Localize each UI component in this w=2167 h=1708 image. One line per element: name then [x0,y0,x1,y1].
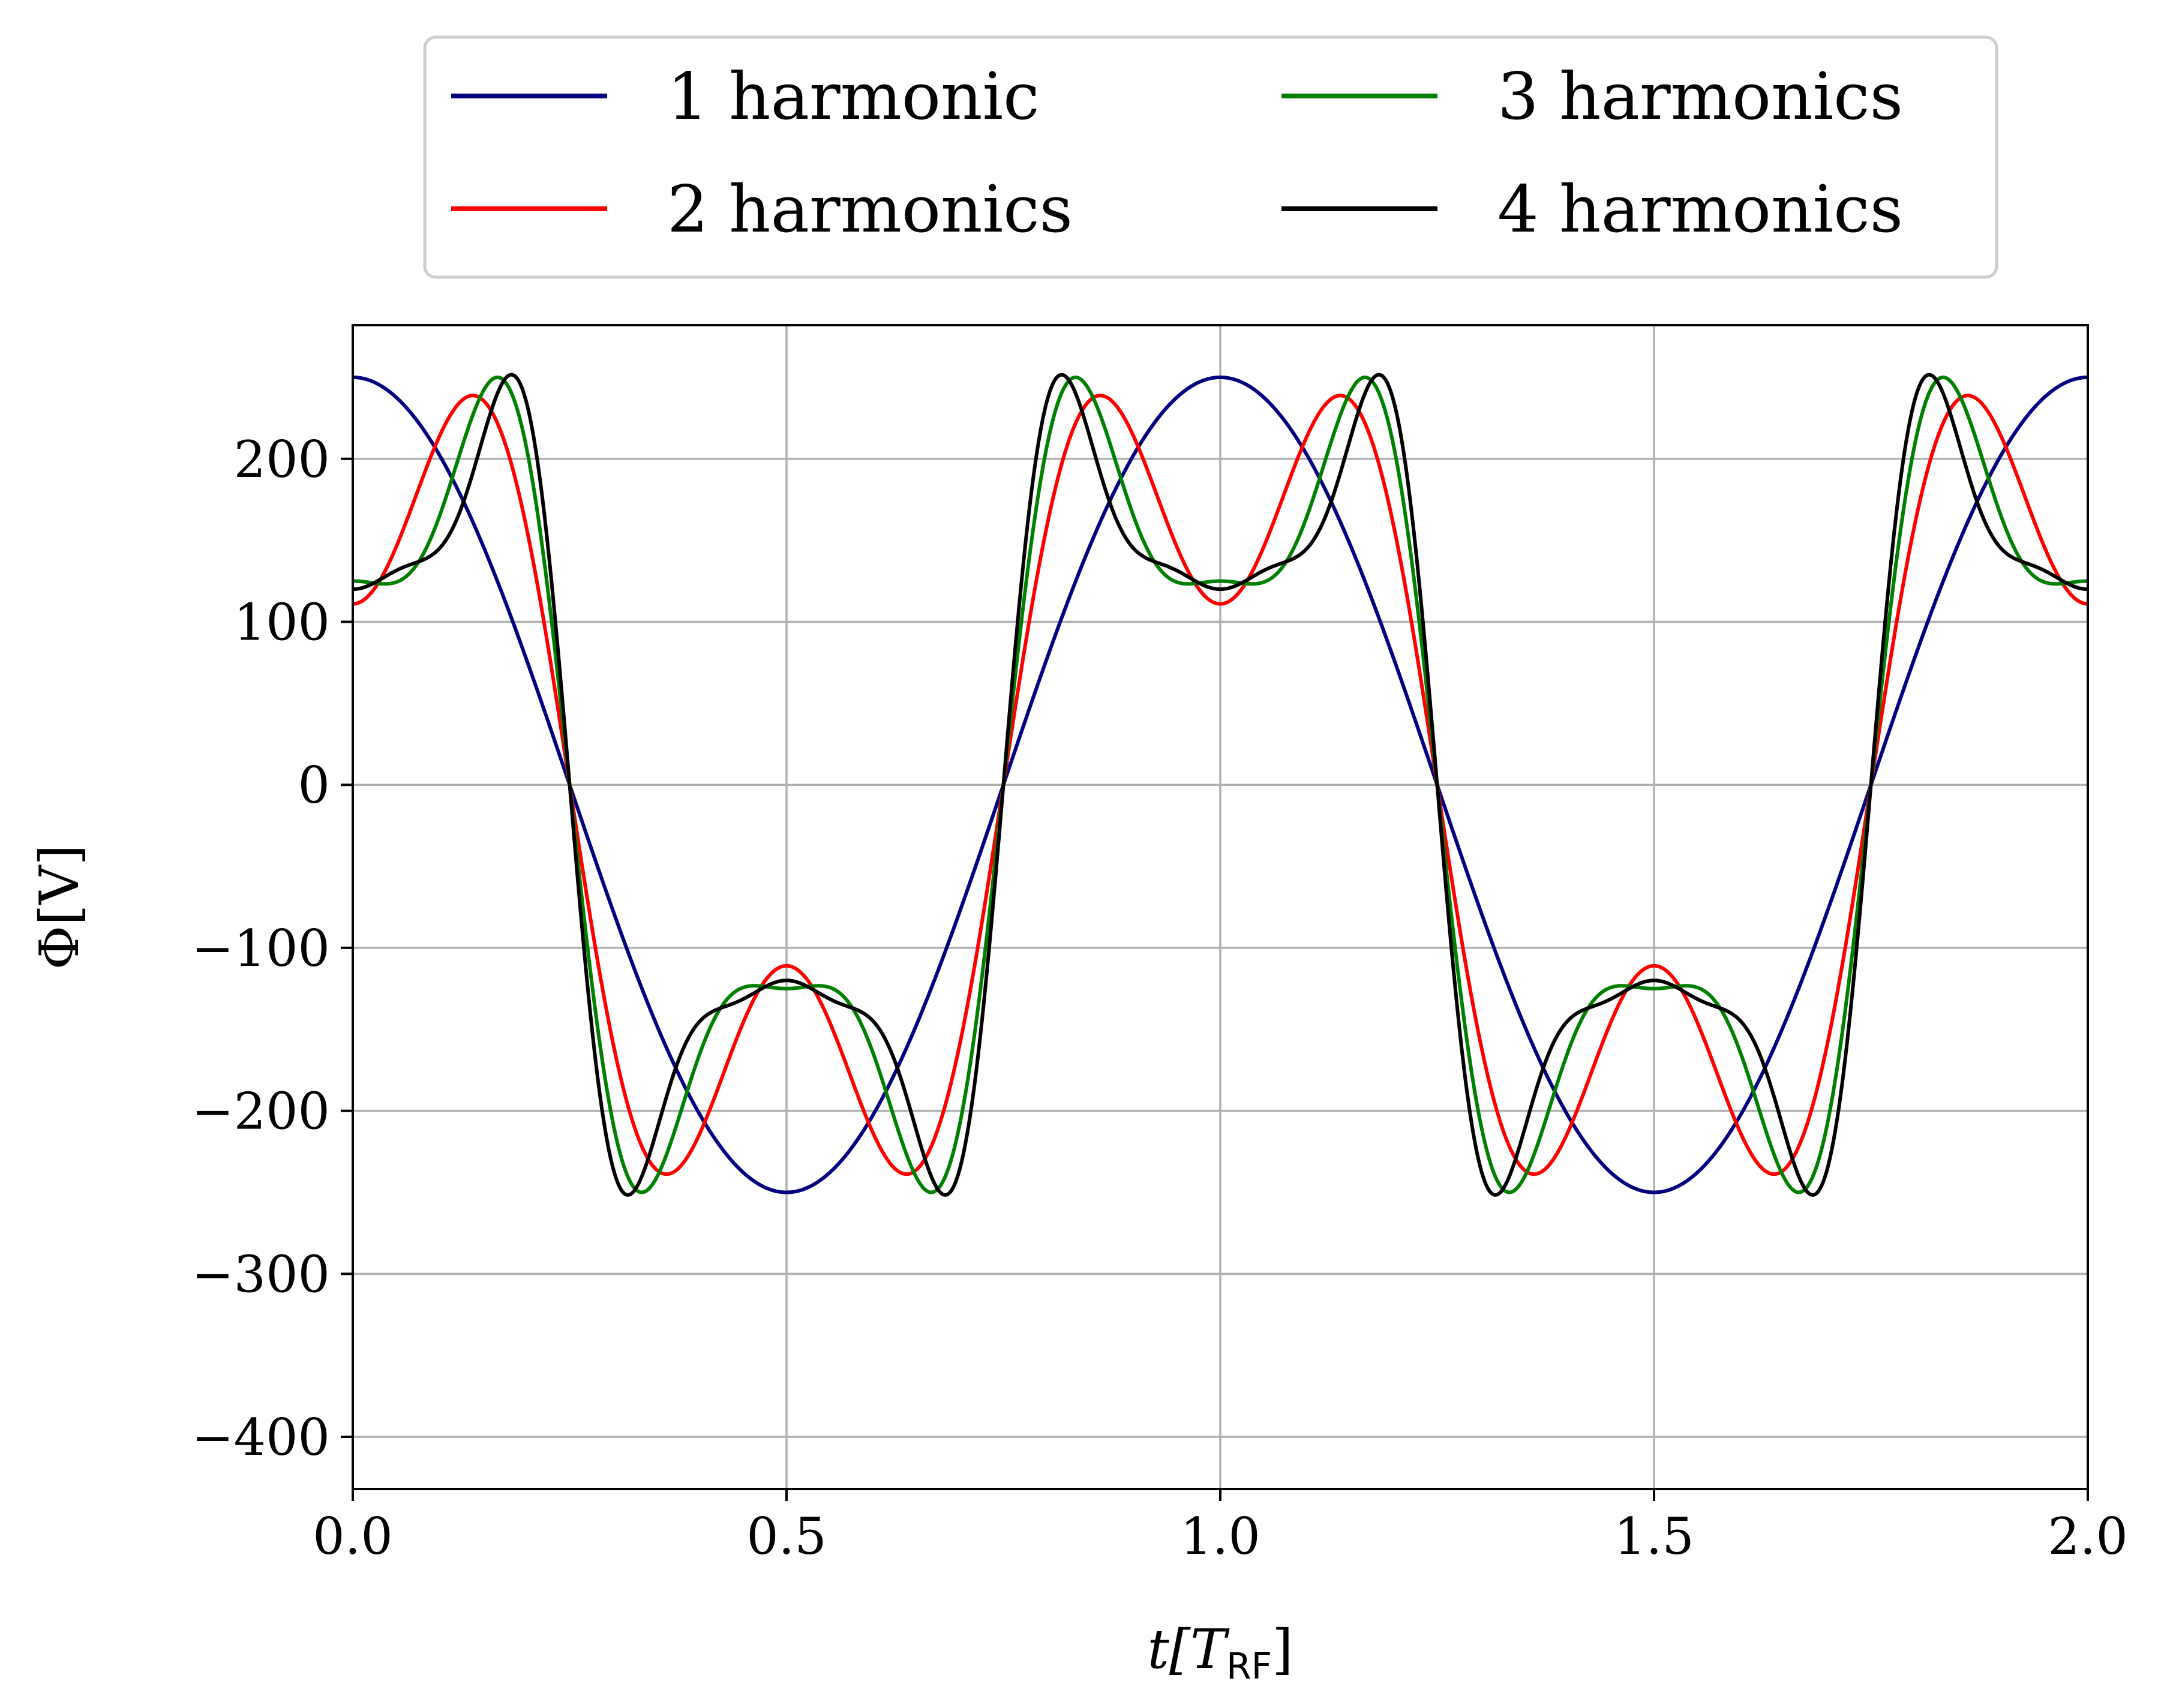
x-tick-label: 1.5 [1614,1507,1694,1566]
y-tick-label: 200 [234,430,330,489]
series-line-2 [352,394,2089,1176]
x-tick-label: 0.0 [313,1507,393,1566]
y-tick-label: −200 [191,1082,330,1141]
ticks: 0.0 0.5 1.0 1.5 2.0 −400 −300 −200 −100 0 100 200 [191,430,2128,1566]
series-line-3 [352,375,2089,1194]
x-tick-label: 0.5 [746,1507,827,1566]
x-axis-label-close: ] [1272,1618,1293,1681]
x-tick-label: 1.0 [1180,1507,1260,1566]
legend-label-3: 3 harmonics [1497,59,1903,134]
y-tick-label: −300 [191,1245,330,1304]
y-tick-label: 0 [298,756,330,815]
legend-label-1: 1 harmonic [667,59,1040,134]
x-axis-label-main: t[T [1148,1618,1230,1681]
plot-area: 0.0 0.5 1.0 1.5 2.0 −400 −300 −200 −100 0 100 200 [191,324,2128,1566]
y-tick-label: 100 [234,593,330,652]
y-tick-label: −100 [191,919,330,978]
series-group [352,373,2089,1197]
legend-label-4: 4 harmonics [1497,172,1903,247]
series-line-4 [352,373,2089,1197]
legend-frame [423,35,1998,279]
series-line-1 [352,375,2089,1194]
x-axis-label-sub: RF [1226,1646,1272,1688]
x-tick-label: 2.0 [2048,1507,2128,1566]
y-axis-label: Φ[V] [28,844,91,969]
y-tick-label: −400 [191,1408,330,1467]
legend: 1 harmonic 2 harmonics 3 harmonics 4 har… [423,35,1998,279]
legend-label-2: 2 harmonics [667,172,1073,247]
x-axis-label: t[TRF] [1148,1618,1293,1688]
